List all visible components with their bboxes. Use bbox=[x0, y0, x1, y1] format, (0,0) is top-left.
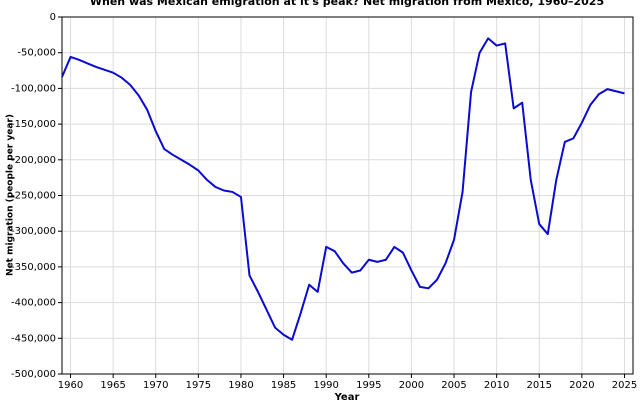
y-tick-label: -450,000 bbox=[11, 333, 56, 344]
plot-frame bbox=[61, 16, 634, 375]
x-tick-label: 2025 bbox=[612, 380, 637, 391]
x-tick-label: 1980 bbox=[228, 380, 253, 391]
y-tick-label: -500,000 bbox=[11, 369, 56, 380]
data-line bbox=[61, 37, 625, 341]
y-tick-label: 0 bbox=[50, 12, 56, 23]
x-tick-label: 1960 bbox=[58, 380, 83, 391]
x-tick-label: 2015 bbox=[527, 380, 552, 391]
x-tick-label: 1990 bbox=[313, 380, 338, 391]
x-tick-label: 1965 bbox=[100, 380, 125, 391]
y-tick-label: -100,000 bbox=[11, 83, 56, 94]
y-tick-label: -400,000 bbox=[11, 298, 56, 309]
y-tick-label: -50,000 bbox=[17, 48, 56, 59]
x-tick-label: 2010 bbox=[484, 380, 509, 391]
chart-title: When was Mexican emigration at it's peak… bbox=[90, 0, 604, 8]
y-tick-label: -350,000 bbox=[11, 262, 56, 273]
x-tick-label: 2005 bbox=[441, 380, 466, 391]
x-tick-label: 2000 bbox=[399, 380, 424, 391]
y-tick-label: -200,000 bbox=[11, 155, 56, 166]
x-tick-label: 1975 bbox=[186, 380, 211, 391]
x-tick-label: 2020 bbox=[569, 380, 594, 391]
x-axis-label: Year bbox=[334, 392, 360, 400]
y-axis-label: Net migration (people per year) bbox=[6, 114, 16, 276]
y-tick-label: -250,000 bbox=[11, 191, 56, 202]
x-tick-label: 1970 bbox=[143, 380, 168, 391]
y-tick-label: -150,000 bbox=[11, 119, 56, 130]
x-tick-label: 1995 bbox=[356, 380, 381, 391]
x-tick-label: 1985 bbox=[271, 380, 296, 391]
y-tick-label: -300,000 bbox=[11, 226, 56, 237]
